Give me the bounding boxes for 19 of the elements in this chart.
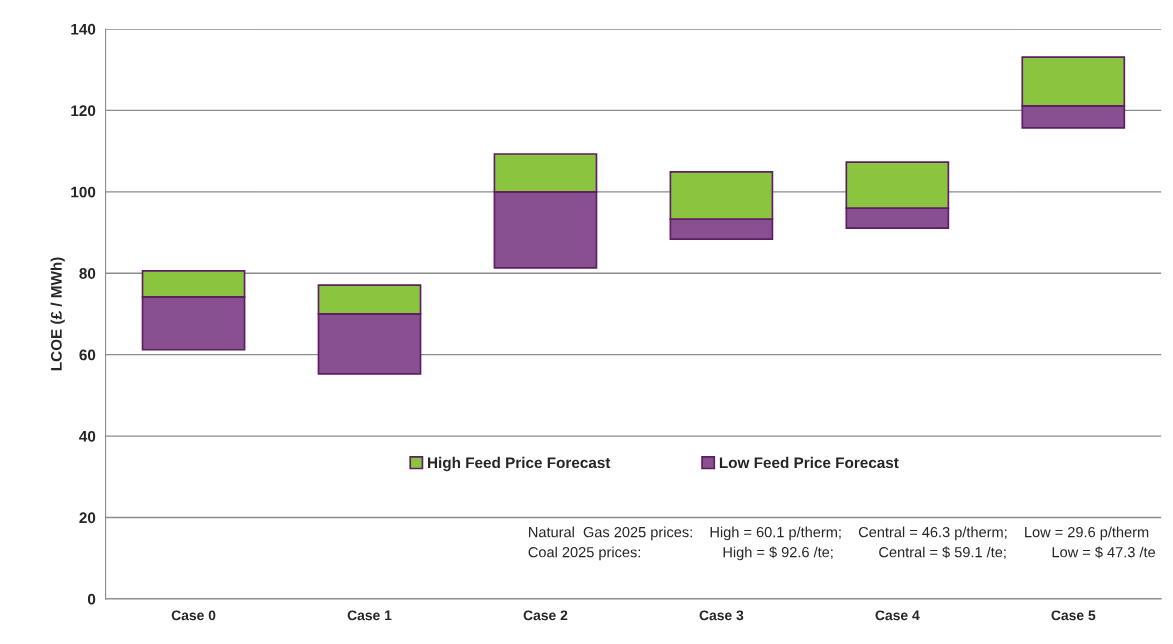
y-tick-label: 20 [79,512,96,524]
y-axis-title: LCOE (£ / MWh) [50,257,65,371]
annotation: Natural Gas 2025 prices: High = 60.1 p/therm; Central = 46.3 p/therm; Low = 29.6 p/therm [529,526,1149,541]
x-tick-label: Case 0 [171,610,216,621]
y-tick-label: 140 [71,23,96,35]
x-tick-label: Case 4 [875,610,920,621]
y-tick-label: 100 [71,186,96,198]
legend-label: Low Feed Price Forecast [719,456,899,469]
y-tick-label: 80 [79,268,96,279]
x-tick-label: Case 2 [523,610,568,621]
annotation: Coal 2025 prices: High = $ 92.6 /te; Central = $ 59.1 /te; Low = $ 47.3 /te [528,546,1156,561]
legend-label: High Feed Price Forecast [428,456,611,472]
x-tick-label: Case 3 [699,610,744,621]
x-tick-label: Case 1 [347,610,392,621]
y-tick-label: 0 [87,593,96,605]
y-tick-label: 40 [79,430,96,442]
x-tick-label: Case 5 [1051,610,1096,621]
y-tick-label: 120 [71,105,96,117]
y-tick-label: 60 [79,349,96,361]
